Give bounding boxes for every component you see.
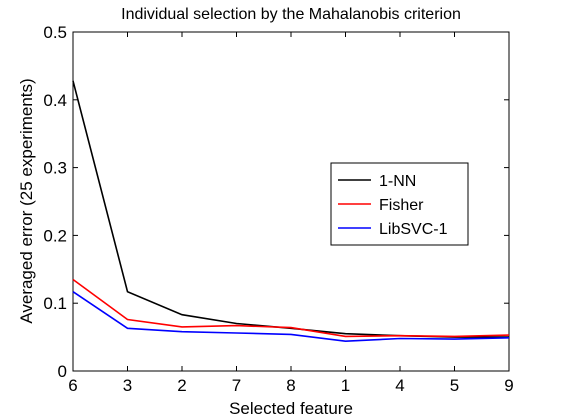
- x-tick-label: 3: [123, 376, 132, 395]
- x-tick-label: 1: [341, 376, 350, 395]
- legend-label: 1-NN: [379, 173, 416, 190]
- y-tick-label: 0.3: [43, 159, 67, 178]
- x-tick-label: 7: [232, 376, 241, 395]
- legend-label: Fisher: [379, 197, 424, 214]
- x-axis-label: Selected feature: [229, 399, 353, 418]
- y-tick-label: 0.2: [43, 226, 67, 245]
- y-axis-label: Averaged error (25 experiments): [17, 78, 36, 323]
- y-tick-label: 0: [58, 362, 67, 381]
- chart-title: Individual selection by the Mahalanobis …: [121, 6, 461, 23]
- legend: 1-NN Fisher LibSVC-1: [330, 162, 469, 246]
- series-line-fisher: [72, 278, 510, 338]
- x-tick-label: 9: [504, 376, 513, 395]
- y-tick-label: 0.1: [43, 294, 67, 313]
- y-axis: 0 0.1 0.2 0.3 0.4 0.5: [43, 23, 509, 381]
- legend-label: LibSVC-1: [379, 221, 448, 238]
- series-line-libsvc-1: [72, 291, 510, 343]
- series-lines: [72, 80, 510, 343]
- x-axis: 6 3 2 7 8 1 4 5 9: [68, 32, 514, 395]
- x-tick-label: 6: [68, 376, 77, 395]
- x-tick-label: 2: [177, 376, 186, 395]
- x-tick-label: 4: [395, 376, 404, 395]
- x-tick-label: 8: [286, 376, 295, 395]
- x-tick-label: 5: [450, 376, 459, 395]
- y-tick-label: 0.4: [43, 91, 67, 110]
- y-tick-label: 0.5: [43, 23, 67, 42]
